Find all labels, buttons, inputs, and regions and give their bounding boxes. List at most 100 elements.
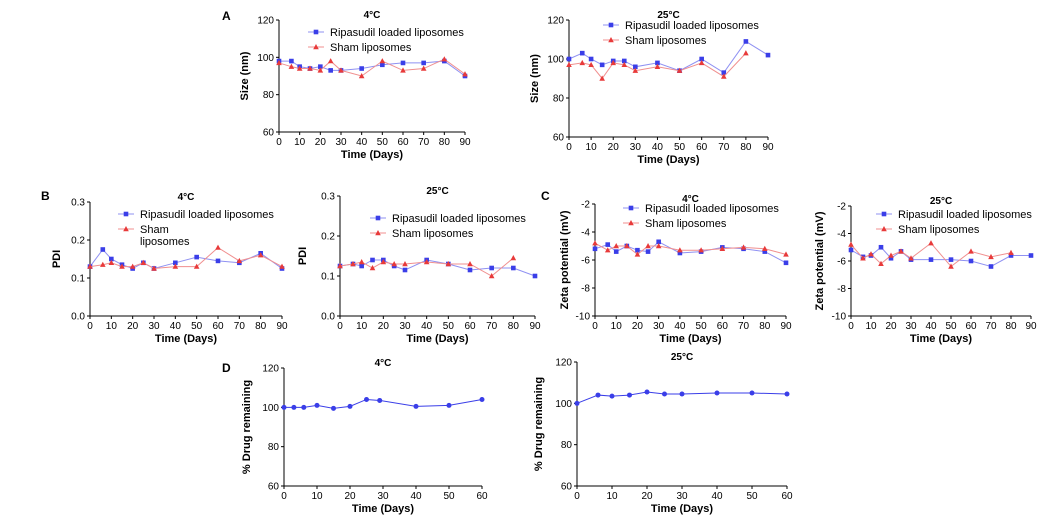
y-tick-label: -2 bbox=[581, 200, 590, 211]
x-tick-label: 70 bbox=[418, 137, 430, 148]
series-2-point bbox=[276, 59, 282, 66]
series-1-point bbox=[574, 400, 580, 406]
series-1-point bbox=[948, 257, 954, 262]
y-tick-label: 60 bbox=[561, 482, 573, 493]
series-1-line bbox=[594, 241, 787, 264]
series-1-point bbox=[592, 246, 598, 252]
y-tick-label: 80 bbox=[553, 94, 565, 105]
series-2-line bbox=[850, 242, 1012, 268]
series-1-point bbox=[783, 260, 789, 266]
series-1-point bbox=[402, 267, 408, 273]
series-2-point bbox=[624, 243, 630, 249]
chart-title: 4°C bbox=[375, 358, 392, 369]
y-tick-label: 100 bbox=[262, 403, 279, 414]
legend-swatch-marker bbox=[123, 211, 129, 217]
series-2-line bbox=[568, 52, 747, 80]
legend-swatch-marker bbox=[608, 22, 614, 28]
x-axis-title: Time (Days) bbox=[406, 333, 468, 345]
x-tick-label: 10 bbox=[294, 137, 306, 148]
legend-swatch-marker bbox=[375, 215, 381, 221]
y-tick-label: 100 bbox=[257, 53, 274, 64]
x-tick-label: 90 bbox=[276, 321, 288, 332]
legend-label-line: liposomes bbox=[140, 236, 190, 248]
legend-swatch-marker bbox=[375, 230, 381, 236]
series-2-point bbox=[462, 71, 468, 77]
x-tick-label: 90 bbox=[762, 142, 774, 153]
y-tick-label: 120 bbox=[555, 358, 572, 369]
series-1-point bbox=[784, 391, 790, 397]
series-1-point bbox=[605, 242, 611, 247]
legend-label: Ripasudil loaded liposomes bbox=[330, 27, 464, 39]
series-1-line bbox=[850, 246, 1031, 268]
series-1-point bbox=[1008, 253, 1014, 258]
series-2-point bbox=[108, 259, 115, 265]
series-1-point bbox=[301, 404, 307, 410]
series-2-point bbox=[968, 248, 974, 254]
series-1-point bbox=[928, 257, 934, 262]
series-2-point bbox=[783, 251, 789, 257]
x-tick-label: 60 bbox=[717, 321, 729, 332]
series-1-point bbox=[359, 263, 364, 269]
series-1-point bbox=[762, 249, 768, 254]
series-2-point bbox=[327, 58, 334, 64]
series-1-point bbox=[878, 244, 884, 250]
y-tick-label: -4 bbox=[581, 228, 590, 239]
x-tick-label: 50 bbox=[696, 321, 708, 332]
chart-title: 25°C bbox=[657, 10, 679, 21]
x-tick-label: 20 bbox=[608, 142, 620, 153]
x-tick-label: 10 bbox=[611, 321, 623, 332]
series-1-point bbox=[532, 273, 538, 279]
series-1-point bbox=[621, 58, 627, 64]
series-2-point bbox=[402, 261, 408, 267]
x-tick-label: 70 bbox=[985, 321, 997, 332]
x-tick-label: 90 bbox=[459, 137, 471, 148]
legend-label: Sham liposomes bbox=[625, 35, 707, 47]
legend-label-line: Sham bbox=[140, 224, 169, 236]
series-2-point bbox=[677, 247, 683, 253]
series-1-point bbox=[677, 250, 683, 256]
series-1-point bbox=[109, 256, 114, 262]
y-tick-label: 80 bbox=[561, 440, 573, 451]
series-1-point bbox=[318, 64, 323, 69]
x-tick-label: 80 bbox=[1005, 321, 1017, 332]
x-tick-label: 60 bbox=[781, 491, 793, 502]
series-2-point bbox=[317, 67, 324, 73]
series-1-point bbox=[743, 39, 749, 44]
x-tick-label: 70 bbox=[486, 321, 498, 332]
x-tick-label: 80 bbox=[255, 321, 267, 332]
series-2-point bbox=[604, 247, 611, 253]
series-2-point bbox=[720, 73, 727, 79]
x-tick-label: 40 bbox=[711, 491, 723, 502]
y-tick-label: 0.1 bbox=[321, 272, 335, 283]
panel-letter-b: B bbox=[41, 189, 50, 203]
x-tick-label: 90 bbox=[1025, 321, 1037, 332]
series-2-point bbox=[676, 67, 683, 73]
chart-7-group: 60 80 100 120 0 10 20 30 40 50 60 Time (Days) % Drug… bbox=[241, 358, 488, 515]
series-1-point bbox=[467, 267, 473, 273]
series-2-point bbox=[654, 63, 661, 69]
series-1-point bbox=[765, 52, 771, 58]
x-tick-label: 90 bbox=[529, 321, 541, 332]
x-tick-label: 40 bbox=[410, 491, 422, 502]
series-1-point bbox=[331, 405, 336, 411]
series-1-point bbox=[289, 58, 294, 64]
x-tick-label: 0 bbox=[276, 137, 282, 148]
panel-letter-c: C bbox=[541, 189, 550, 203]
x-tick-label: 0 bbox=[87, 321, 93, 332]
x-tick-label: 20 bbox=[344, 491, 356, 502]
x-tick-label: 30 bbox=[630, 142, 642, 153]
x-tick-label: 30 bbox=[148, 321, 160, 332]
series-2-point bbox=[391, 261, 397, 267]
legend-label: Ripasudil loaded liposomes bbox=[898, 209, 1032, 221]
panel-letter-a: A bbox=[222, 9, 231, 23]
series-2-point bbox=[423, 259, 430, 265]
x-tick-label: 40 bbox=[652, 142, 664, 153]
y-tick-label: 0.0 bbox=[71, 312, 85, 323]
x-tick-label: 10 bbox=[106, 321, 118, 332]
series-2-point bbox=[743, 50, 749, 56]
series-2-point bbox=[761, 245, 768, 251]
x-tick-label: 30 bbox=[676, 491, 688, 502]
chart-title: 25°C bbox=[671, 352, 693, 363]
x-tick-label: 30 bbox=[377, 491, 389, 502]
x-tick-label: 80 bbox=[508, 321, 520, 332]
